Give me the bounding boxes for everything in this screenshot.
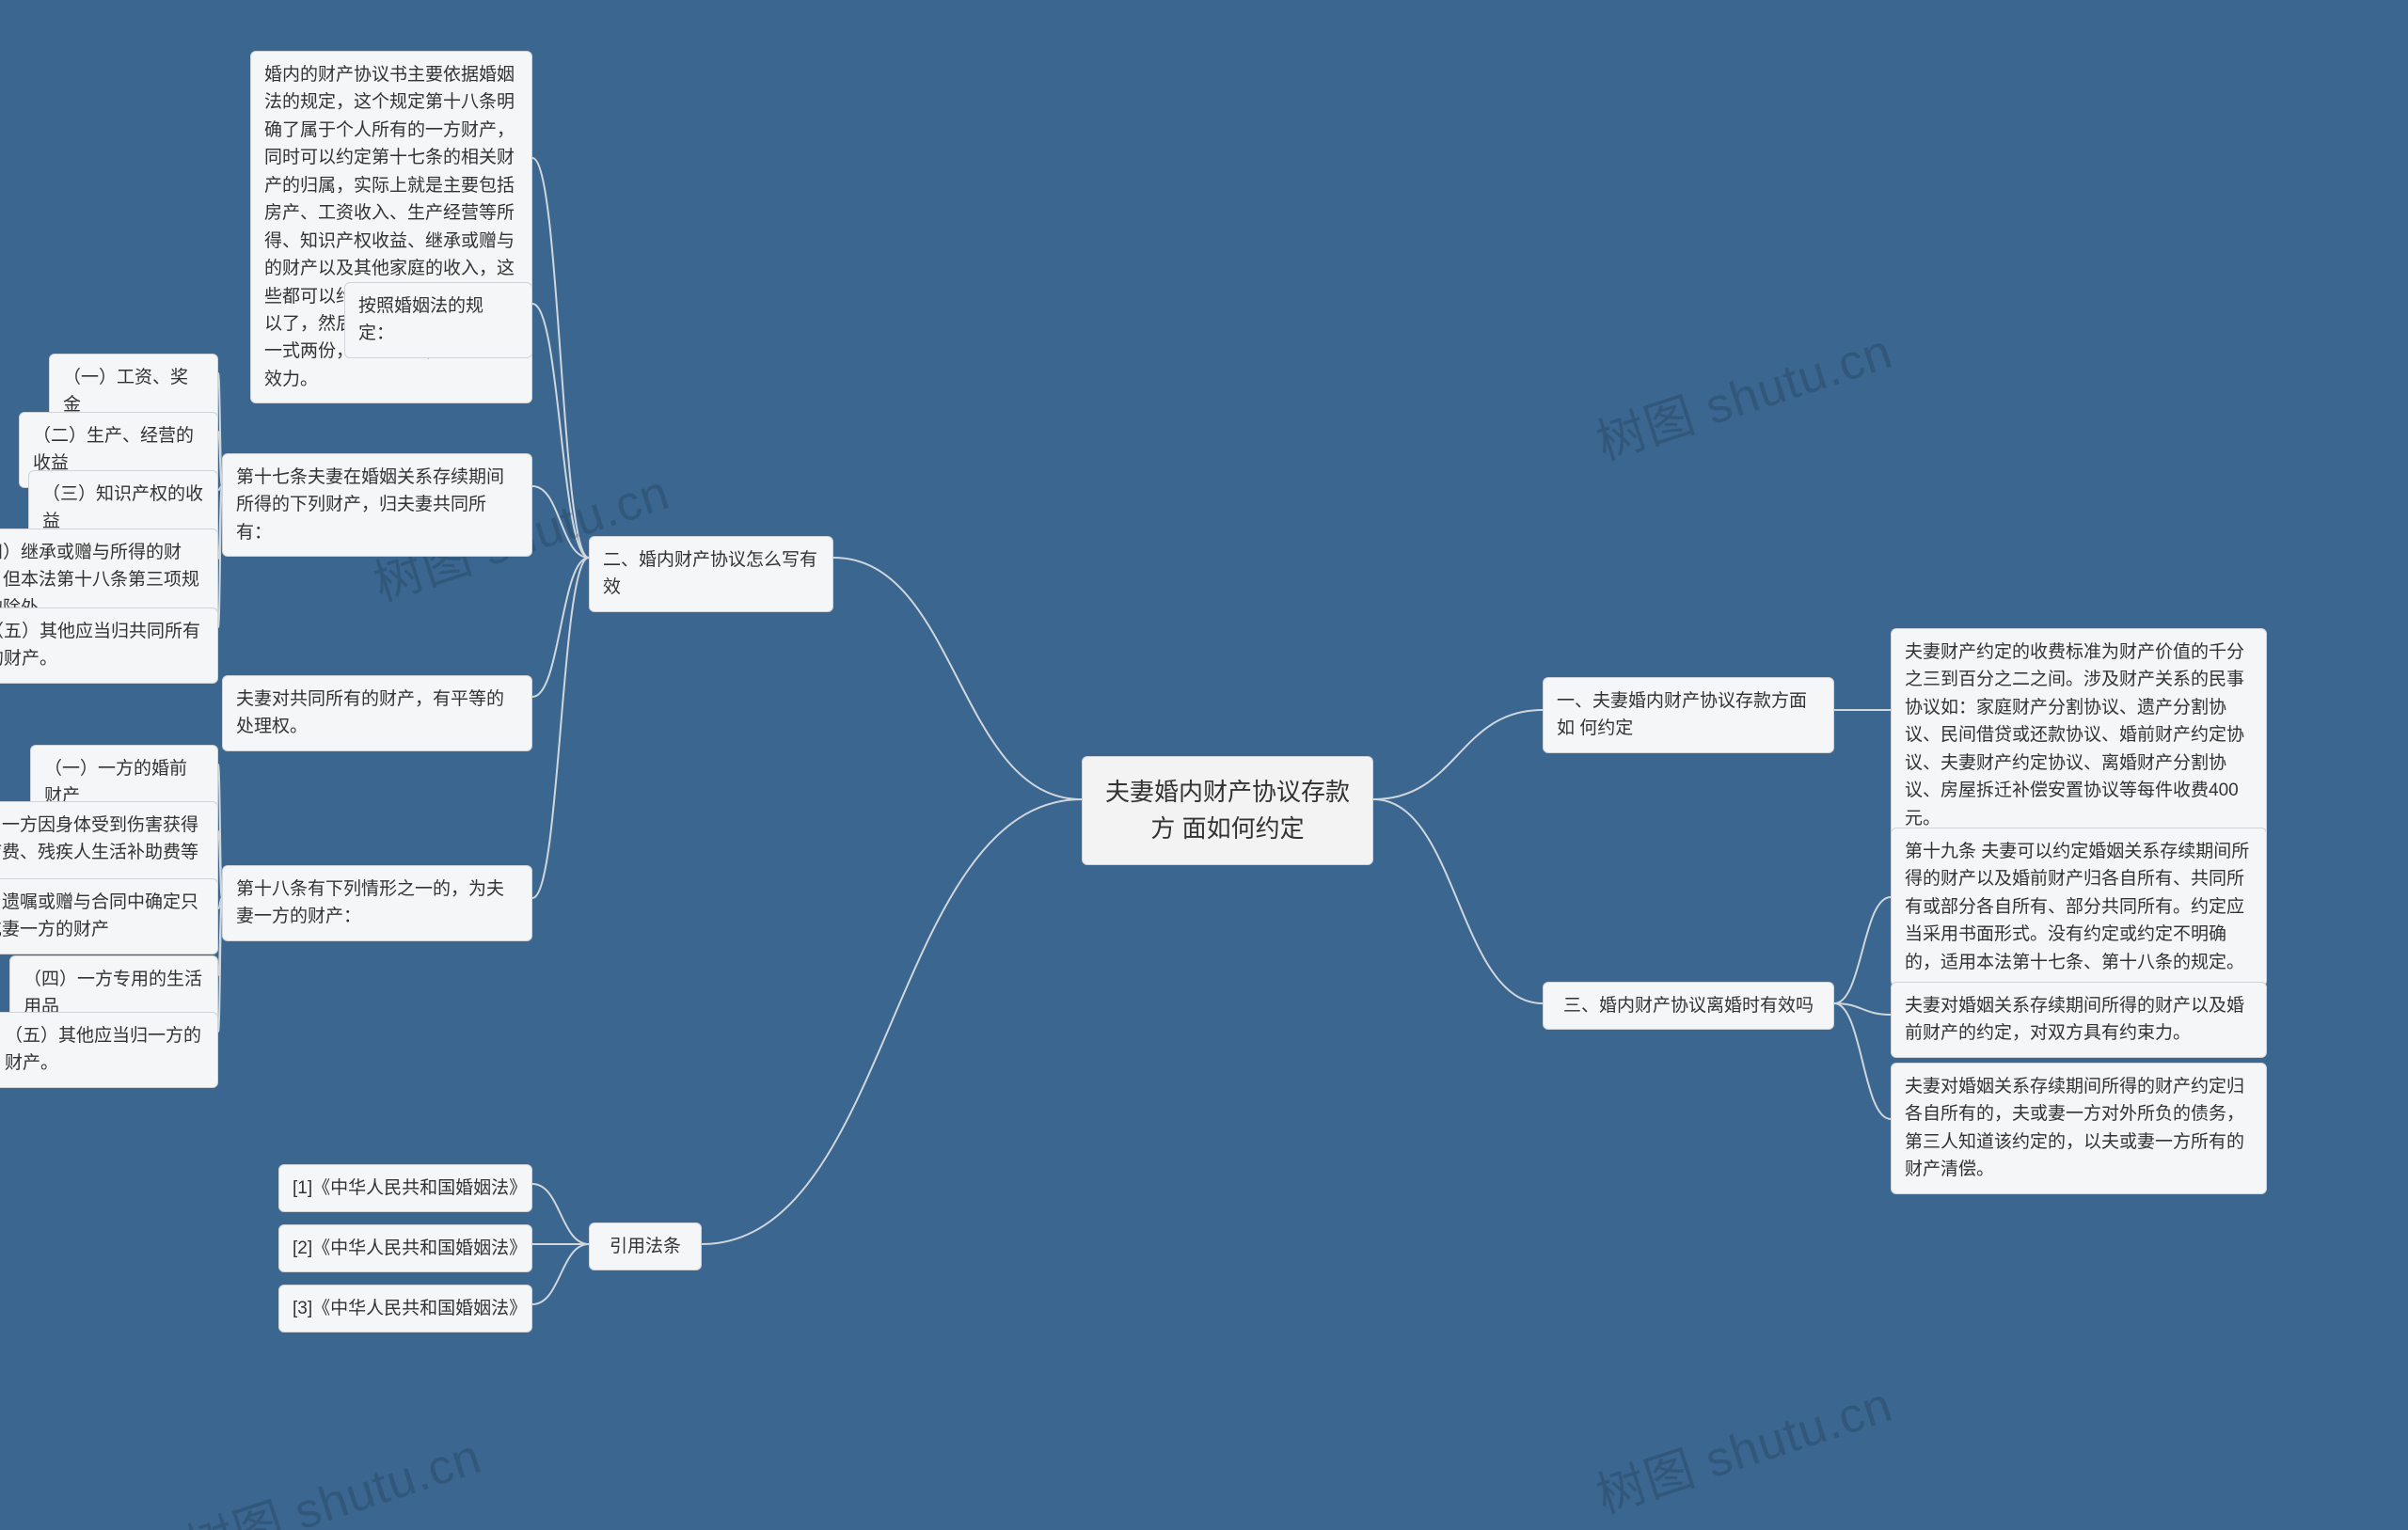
node-l2e5: （五）其他应当归一方的财产。 xyxy=(0,1012,218,1088)
edge-l2-l2e xyxy=(532,558,589,898)
node-lref: 引用法条 xyxy=(589,1222,702,1270)
edge-r3-r3b xyxy=(1834,1003,1891,1015)
node-r3a: 第十九条 夫妻可以约定婚姻关系存续期间所得的财产以及婚前财产归各自所有、共同所有… xyxy=(1891,828,2267,986)
node-lref2: [2]《中华人民共和国婚姻法》 xyxy=(278,1224,532,1272)
edge-root-r3 xyxy=(1373,799,1543,1003)
node-lref3: [3]《中华人民共和国婚姻法》 xyxy=(278,1285,532,1333)
node-r3b: 夫妻对婚姻关系存续期间所得的财产以及婚前财产的约定，对双方具有约束力。 xyxy=(1891,982,2267,1058)
node-l2d: 夫妻对共同所有的财产，有平等的处理权。 xyxy=(222,675,532,751)
edge-lref-lref1 xyxy=(532,1184,589,1244)
node-l2c5: （五）其他应当归共同所有的财产。 xyxy=(0,607,218,684)
node-l2: 二、婚内财产协议怎么写有效 xyxy=(589,536,833,612)
edge-r3-r3c xyxy=(1834,1003,1891,1119)
node-r1a: 夫妻财产约定的收费标准为财产价值的千分之三到百分之二之间。涉及财产关系的民事协议… xyxy=(1891,628,2267,843)
node-lref1: [1]《中华人民共和国婚姻法》 xyxy=(278,1164,532,1212)
node-r1: 一、夫妻婚内财产协议存款方面如 何约定 xyxy=(1543,677,1834,753)
watermark-2: 树图 shutu.cn xyxy=(175,1416,488,1530)
edge-root-r1 xyxy=(1373,710,1543,799)
edge-l2-l2c xyxy=(532,486,589,558)
edge-lref-lref3 xyxy=(532,1244,589,1304)
edge-l2-l2d xyxy=(532,558,589,697)
edge-r3-r3a xyxy=(1834,897,1891,1003)
watermark-1: 树图 shutu.cn xyxy=(1586,311,1899,473)
node-r3: 三、婚内财产协议离婚时有效吗 xyxy=(1543,982,1834,1030)
node-l2e: 第十八条有下列情形之一的，为夫妻一方的财产： xyxy=(222,865,532,941)
node-l2e3: （三）遗嘱或赠与合同中确定只归夫或妻一方的财产 xyxy=(0,878,218,954)
node-r3c: 夫妻对婚姻关系存续期间所得的财产约定归各自所有的，夫或妻一方对外所负的债务，第三… xyxy=(1891,1063,2267,1194)
edge-root-l2 xyxy=(833,558,1082,799)
edge-l2-l2a xyxy=(532,158,589,558)
node-l2c: 第十七条夫妻在婚姻关系存续期间所得的下列财产，归夫妻共同所有： xyxy=(222,453,532,557)
edge-root-lref xyxy=(702,799,1082,1244)
watermark-3: 树图 shutu.cn xyxy=(1586,1364,1899,1526)
edge-l2-l2b xyxy=(532,304,589,558)
node-root: 夫妻婚内财产协议存款方 面如何约定 xyxy=(1082,756,1373,865)
node-l2b: 按照婚姻法的规定： xyxy=(344,282,532,358)
